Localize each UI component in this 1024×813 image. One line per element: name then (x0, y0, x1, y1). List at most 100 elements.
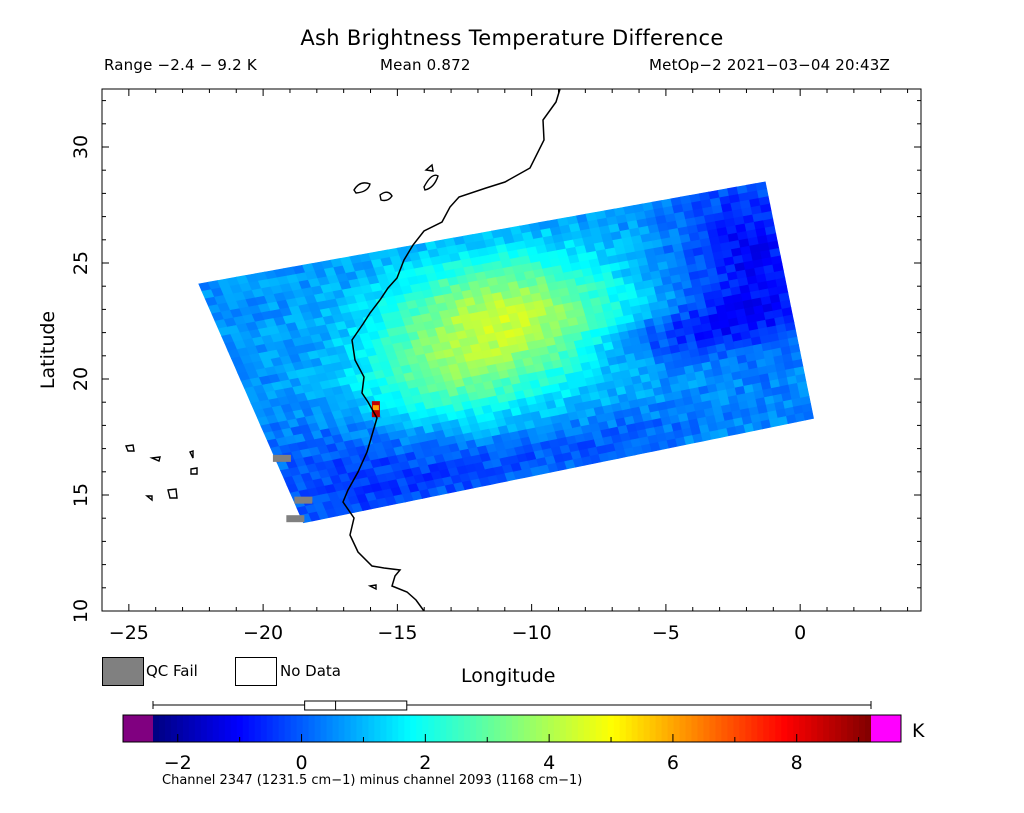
colorbar-bin (697, 715, 705, 742)
channel-note: Channel 2347 (1231.5 cm−1) minus channel… (162, 773, 583, 788)
colorbar-bin (847, 715, 854, 742)
colorbar-tick-label: −2 (164, 752, 192, 774)
colorbar-bin (260, 715, 268, 742)
colorbar-bin (703, 715, 711, 742)
colorbar-bin (356, 715, 364, 742)
no-data-swatch (235, 657, 277, 686)
colorbar-bin (500, 715, 507, 742)
colorbar-bin (793, 715, 800, 742)
x-tick-label: 0 (794, 622, 806, 644)
swath-pixel (803, 410, 814, 421)
island-outline (353, 182, 371, 194)
colorbar-bin (853, 715, 860, 742)
colorbar-bin (434, 715, 441, 742)
colorbar-bin (595, 715, 603, 742)
island-outline (423, 174, 439, 191)
colorbar-bin (278, 715, 286, 742)
colorbar-bin (194, 715, 202, 742)
x-tick-label: −15 (377, 622, 417, 644)
no-data-label: No Data (280, 662, 341, 680)
colorbar-bin (410, 715, 417, 742)
colorbar-bin (416, 715, 423, 742)
colorbar-bin (404, 715, 411, 742)
map-frame (101, 88, 922, 612)
colorbar-bin (763, 715, 770, 742)
colorbar-bin (218, 715, 226, 742)
colorbar-bin (613, 715, 621, 742)
colorbar-bin (398, 715, 405, 742)
x-tick-label: −5 (652, 622, 680, 644)
colorbar-bin (350, 715, 358, 742)
colorbar-bin (631, 715, 639, 742)
colorbar-bin (512, 715, 519, 742)
colorbar-bin (386, 715, 393, 742)
colorbar-bin (841, 715, 848, 742)
colorbar-tick-label: 0 (296, 752, 308, 774)
y-tick-label: 10 (70, 599, 92, 623)
colorbar-tick-label: 8 (791, 752, 803, 774)
colorbar-bin (727, 715, 734, 742)
colorbar-bin (655, 715, 663, 742)
colorbar-under (123, 715, 153, 742)
qc-fail-patch (294, 496, 313, 504)
island-outline (190, 467, 198, 475)
colorbar-bin (745, 715, 752, 742)
colorbar-bin (284, 715, 292, 742)
colorbar-bin (775, 715, 782, 742)
colorbar-bin (547, 715, 555, 742)
colorbar-bin (769, 715, 776, 742)
colorbar-bin (577, 715, 585, 742)
colorbar-bin (835, 715, 842, 742)
y-axis-label: Latitude (37, 311, 59, 389)
colorbar-bin (440, 715, 447, 742)
colorbar-over (871, 715, 901, 742)
colorbar-bin (529, 715, 537, 742)
colorbar-bin (374, 715, 381, 742)
colorbar-bin (619, 715, 627, 742)
colorbar-bin (787, 715, 794, 742)
qc-fail-label: QC Fail (146, 662, 198, 680)
colorbar-bin (470, 715, 477, 742)
colorbar-bin (488, 715, 495, 742)
colorbar-bin (344, 715, 352, 742)
colorbar-bin (571, 715, 579, 742)
colorbar-bin (290, 715, 298, 742)
colorbar-bin (338, 715, 346, 742)
colorbar-bin (164, 715, 172, 742)
colorbar-bin (380, 715, 387, 742)
colorbar-bin (422, 715, 429, 742)
colorbar-bin (805, 715, 812, 742)
island-outline (379, 191, 393, 202)
colorbar-tick-label: 6 (667, 752, 679, 774)
colorbar-bin (559, 715, 567, 742)
y-tick-label: 25 (70, 251, 92, 275)
colorbar-bin (212, 715, 220, 742)
colorbar-bin (661, 715, 669, 742)
y-tick-label: 15 (70, 483, 92, 507)
colorbar-bin (266, 715, 274, 742)
colorbar-bin (541, 715, 549, 742)
colorbar-bin (248, 715, 256, 742)
colorbar-bin (733, 715, 740, 742)
colorbar-bin (224, 715, 232, 742)
boxplot-box (304, 700, 408, 711)
colorbar-bin (817, 715, 824, 742)
colorbar-bin (332, 715, 340, 742)
colorbar-bin (242, 715, 250, 742)
island-outline (367, 584, 377, 591)
colorbar-tick-label: 2 (419, 752, 431, 774)
colorbar-bin (236, 715, 244, 742)
colorbar-bin (517, 715, 525, 742)
colorbar-bin (601, 715, 609, 742)
island-outline (424, 163, 434, 172)
colorbar-bin (589, 715, 597, 742)
colorbar-bin (158, 715, 166, 742)
colorbar-bin (637, 715, 645, 742)
colorbar-bin (153, 715, 160, 742)
colorbar-bin (757, 715, 764, 742)
colorbar-bin (823, 715, 830, 742)
colorbar-bin (254, 715, 262, 742)
colorbar-bin (649, 715, 657, 742)
colorbar-bin (206, 715, 214, 742)
island-outline (125, 444, 135, 452)
